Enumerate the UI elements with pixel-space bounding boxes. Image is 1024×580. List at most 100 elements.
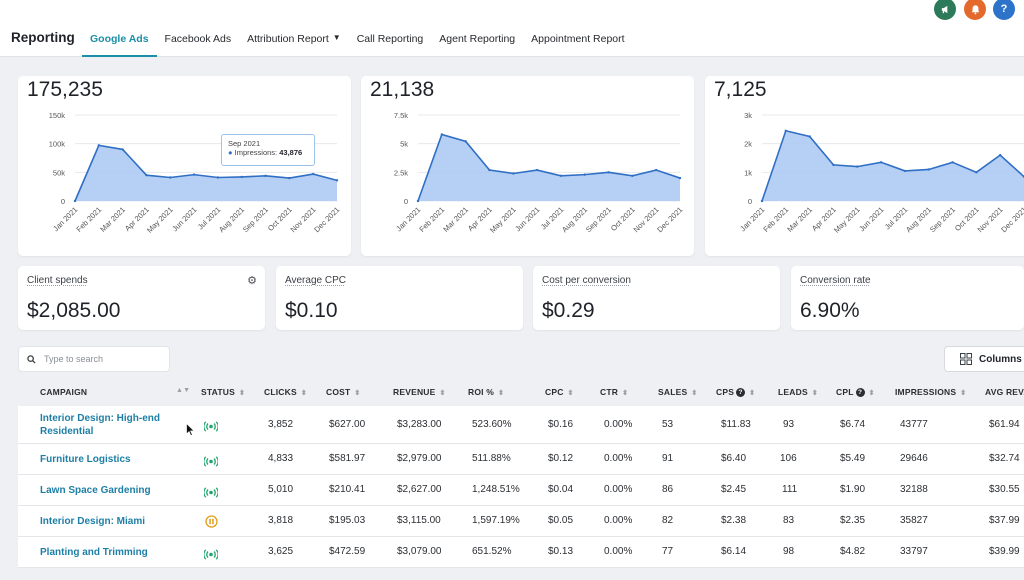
data-point: [654, 168, 658, 172]
campaign-link[interactable]: Furniture Logistics: [40, 454, 131, 465]
area-line: [761, 129, 1024, 202]
col-cpc[interactable]: CPC ⬍: [545, 387, 574, 397]
data-point: [73, 199, 77, 203]
stat-client-spends: Client spends ⚙ $2,085.00: [18, 266, 265, 330]
col-cpl[interactable]: CPL? ⬍: [836, 387, 875, 397]
tooltip-label: Impressions:: [234, 148, 278, 157]
clicks-cell: 3,818: [268, 515, 294, 526]
col-avg-rev[interactable]: AVG REV.: [985, 387, 1024, 397]
avg-rev-cell: $32.74: [989, 453, 1020, 464]
chevron-down-icon: ▼: [332, 33, 341, 42]
table-row[interactable]: Furniture Logistics 4,833 $581.97 $2,979…: [18, 444, 1024, 475]
col-campaign[interactable]: CAMPAIGN: [40, 387, 88, 397]
help-icon[interactable]: ?: [993, 0, 1015, 20]
columns-label: Columns: [979, 353, 1022, 365]
sort-icon: ⬍: [300, 390, 307, 397]
y-tick-label: 3k: [744, 111, 752, 120]
data-point: [607, 171, 610, 174]
data-point: [488, 168, 491, 172]
col-impressions[interactable]: IMPRESSIONS ⬍: [895, 387, 967, 397]
x-tick-label: Dec 2021: [655, 205, 684, 234]
campaign-link[interactable]: Lawn Space Gardening: [40, 485, 151, 496]
data-point: [145, 174, 148, 177]
sort-icon[interactable]: ▲▼: [176, 387, 191, 394]
impressions-cell: 43777: [900, 419, 928, 430]
data-point: [951, 161, 954, 164]
gear-icon[interactable]: ⚙: [247, 275, 257, 287]
table-row[interactable]: Planting and Trimming 3,625 $472.59 $3,0…: [18, 537, 1024, 568]
data-point: [927, 168, 930, 171]
data-point: [264, 174, 267, 178]
sort-icon: ⬍: [567, 390, 574, 397]
roi-cell: 1,248.51%: [472, 484, 520, 495]
data-point: [535, 168, 539, 172]
impressions-cell: 32188: [900, 484, 928, 495]
col-status[interactable]: STATUS ⬍: [201, 387, 246, 397]
x-tick-label: Mar 2021: [441, 205, 470, 234]
y-tick-label: 5k: [400, 140, 408, 149]
x-tick-label: Sep 2021: [241, 205, 270, 234]
tab-facebook-ads[interactable]: Facebook Ads: [164, 33, 232, 45]
x-tick-label: Feb 2021: [417, 205, 446, 234]
col-clicks[interactable]: CLICKS ⬍: [264, 387, 307, 397]
col-roi[interactable]: ROI % ⬍: [468, 387, 505, 397]
revenue-cell: $2,979.00: [397, 453, 442, 464]
data-point: [169, 176, 172, 179]
data-point: [631, 174, 634, 177]
tab-attribution-report[interactable]: Attribution Report ▼: [247, 33, 341, 45]
col-sales[interactable]: SALES ⬍: [658, 387, 698, 397]
mouse-cursor-icon: [186, 423, 195, 436]
leads-cell: 83: [783, 515, 795, 526]
col-cps[interactable]: CPS? ⬍: [716, 387, 756, 397]
col-leads[interactable]: LEADS ⬍: [778, 387, 818, 397]
area-fill: [75, 145, 337, 201]
avg-rev-cell: $39.99: [989, 546, 1020, 557]
col-ctr[interactable]: CTR ⬍: [600, 387, 629, 397]
roi-cell: 511.88%: [472, 453, 511, 464]
table-row[interactable]: Interior Design: Miami 3,818 $195.03 $3,…: [18, 506, 1024, 537]
cps-cell: $6.40: [721, 453, 747, 464]
tab-agent-reporting[interactable]: Agent Reporting: [439, 33, 516, 45]
y-tick-label: 0: [404, 197, 408, 206]
data-point: [335, 179, 339, 182]
campaign-link[interactable]: Planting and Trimming: [40, 547, 148, 558]
help-icon[interactable]: ?: [736, 388, 746, 397]
y-tick-label: 0: [748, 197, 752, 206]
top-bar: ? Reporting Google Ads Facebook Ads Attr…: [0, 0, 1024, 57]
pause-status-icon: [205, 515, 218, 533]
stat-label: Average CPC: [285, 275, 346, 286]
table-row[interactable]: Interior Design: High-end Residential 3,…: [18, 406, 1024, 444]
cpl-cell: $1.90: [840, 484, 866, 495]
sales-cell: 77: [662, 546, 674, 557]
tooltip-value-line: ● Impressions: 43,876: [228, 148, 308, 157]
active-status-icon: [203, 547, 219, 565]
campaign-link[interactable]: Interior Design: High-end Residential: [40, 413, 160, 437]
stat-conversion-rate: Conversion rate 6.90%: [791, 266, 1024, 330]
megaphone-icon[interactable]: [934, 0, 956, 20]
columns-button[interactable]: Columns: [944, 346, 1024, 372]
sales-cell: 53: [662, 419, 674, 430]
ctr-cell: 0.00%: [604, 546, 633, 557]
tab-call-reporting[interactable]: Call Reporting: [356, 33, 424, 45]
bell-icon[interactable]: [964, 0, 986, 20]
roi-cell: 651.52%: [472, 546, 512, 557]
data-point: [903, 169, 907, 173]
campaign-link[interactable]: Interior Design: Miami: [40, 516, 146, 527]
cost-cell: $195.03: [329, 515, 366, 526]
col-revenue[interactable]: REVENUE ⬍: [393, 387, 446, 397]
data-point: [464, 140, 467, 143]
col-cost[interactable]: COST ⬍: [326, 387, 361, 397]
search-input[interactable]: [44, 354, 154, 364]
help-icon[interactable]: ?: [855, 388, 865, 397]
tab-appointment-report[interactable]: Appointment Report: [531, 33, 625, 45]
clicks-cell: 3,625: [268, 546, 294, 557]
tab-google-ads[interactable]: Google Ads: [82, 26, 157, 57]
y-tick-label: 1k: [744, 168, 752, 177]
impressions-cell: 29646: [900, 453, 928, 464]
conversions-chart-card: 7,125 3k 2k 1k 0 Jan 2021 Feb 2021 Mar 2021 Apr…: [705, 76, 1024, 256]
data-point: [832, 163, 835, 167]
table-row[interactable]: Lawn Space Gardening 5,010 $210.41 $2,62…: [18, 475, 1024, 506]
stat-label: Conversion rate: [800, 275, 871, 286]
data-point: [760, 199, 764, 203]
y-tick-label: 0: [61, 197, 65, 206]
